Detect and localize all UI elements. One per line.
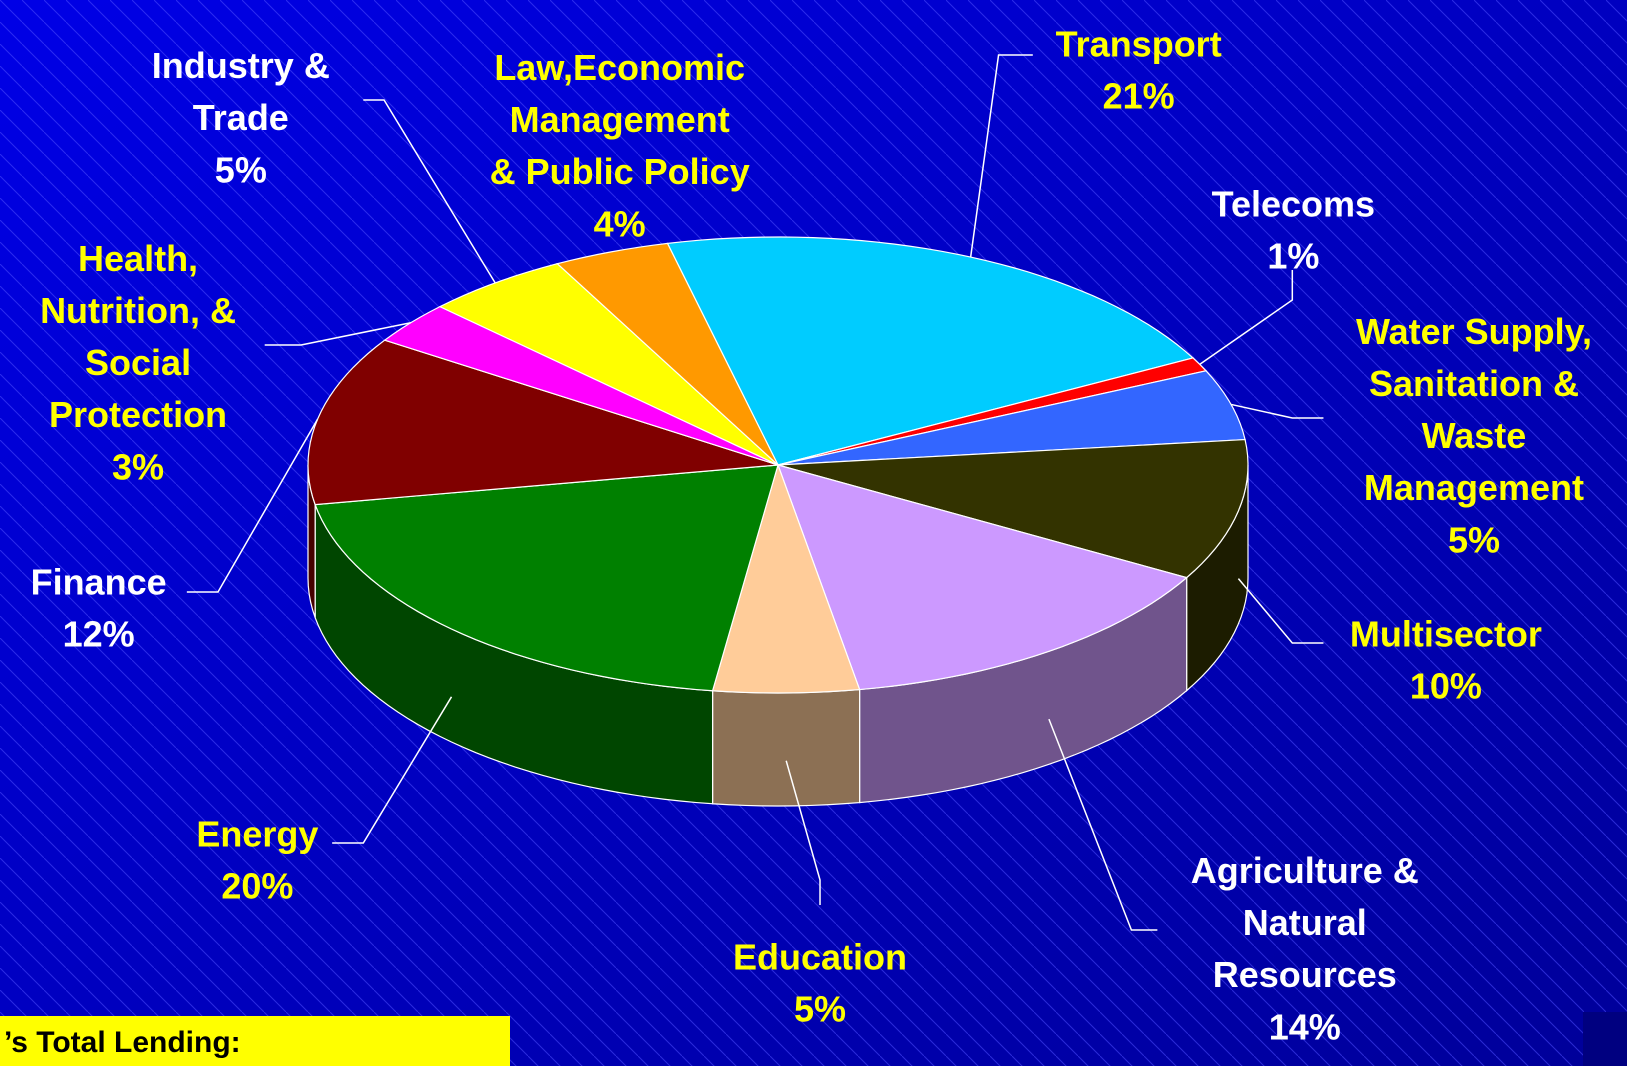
slice-side <box>711 688 861 807</box>
value-label: 4% <box>594 203 646 244</box>
value-label: 1% <box>1267 235 1319 276</box>
category-label: Education <box>733 936 907 977</box>
leader-line <box>332 696 453 844</box>
footnote: ’s Total Lending: <box>4 1026 241 1059</box>
slice <box>307 339 779 506</box>
slice <box>438 263 779 466</box>
category-label: Health, Nutrition, & Social Protection <box>40 238 236 435</box>
category-label: Energy <box>196 813 318 854</box>
category-label: Transport <box>1056 23 1222 64</box>
category-label: Finance <box>31 561 167 602</box>
category-label: Agriculture & Natural Resources <box>1191 850 1419 995</box>
slice <box>666 236 1195 466</box>
category-label: Law,Economic Management & Public Policy <box>490 47 750 192</box>
value-label: 12% <box>63 613 135 654</box>
leader-line <box>264 322 411 346</box>
category-label: Telecoms <box>1212 183 1375 224</box>
category-label: Multisector <box>1350 613 1542 654</box>
value-label: 21% <box>1103 75 1175 116</box>
leader-line <box>1199 270 1294 365</box>
pie <box>307 236 1249 807</box>
slice <box>314 464 779 692</box>
leader-line <box>785 760 821 905</box>
value-label: 14% <box>1269 1006 1341 1047</box>
slice <box>711 463 861 694</box>
value-label: 20% <box>221 865 293 906</box>
footnote-box <box>0 1016 510 1066</box>
leader-line <box>1230 403 1324 419</box>
slice <box>556 242 779 466</box>
leader-line <box>1048 718 1158 931</box>
value-label: 5% <box>1448 519 1500 560</box>
slice <box>777 438 1249 579</box>
leader-line <box>1237 578 1324 644</box>
corner-box <box>1583 1012 1627 1066</box>
slice <box>777 370 1246 466</box>
leader-line <box>363 99 496 284</box>
value-label: 5% <box>215 149 267 190</box>
category-label: Industry & Trade <box>152 45 330 138</box>
slice <box>777 464 1188 691</box>
labels: Transport 21% Telecoms 1% Water Supply, Sanit… <box>31 23 1592 1047</box>
value-label: 3% <box>112 446 164 487</box>
leader-line <box>186 418 319 593</box>
value-label: 5% <box>794 988 846 1029</box>
value-label: 10% <box>1410 665 1482 706</box>
leader-line <box>969 54 1033 258</box>
category-label: Water Supply, Sanitation & Waste Management <box>1356 311 1592 508</box>
